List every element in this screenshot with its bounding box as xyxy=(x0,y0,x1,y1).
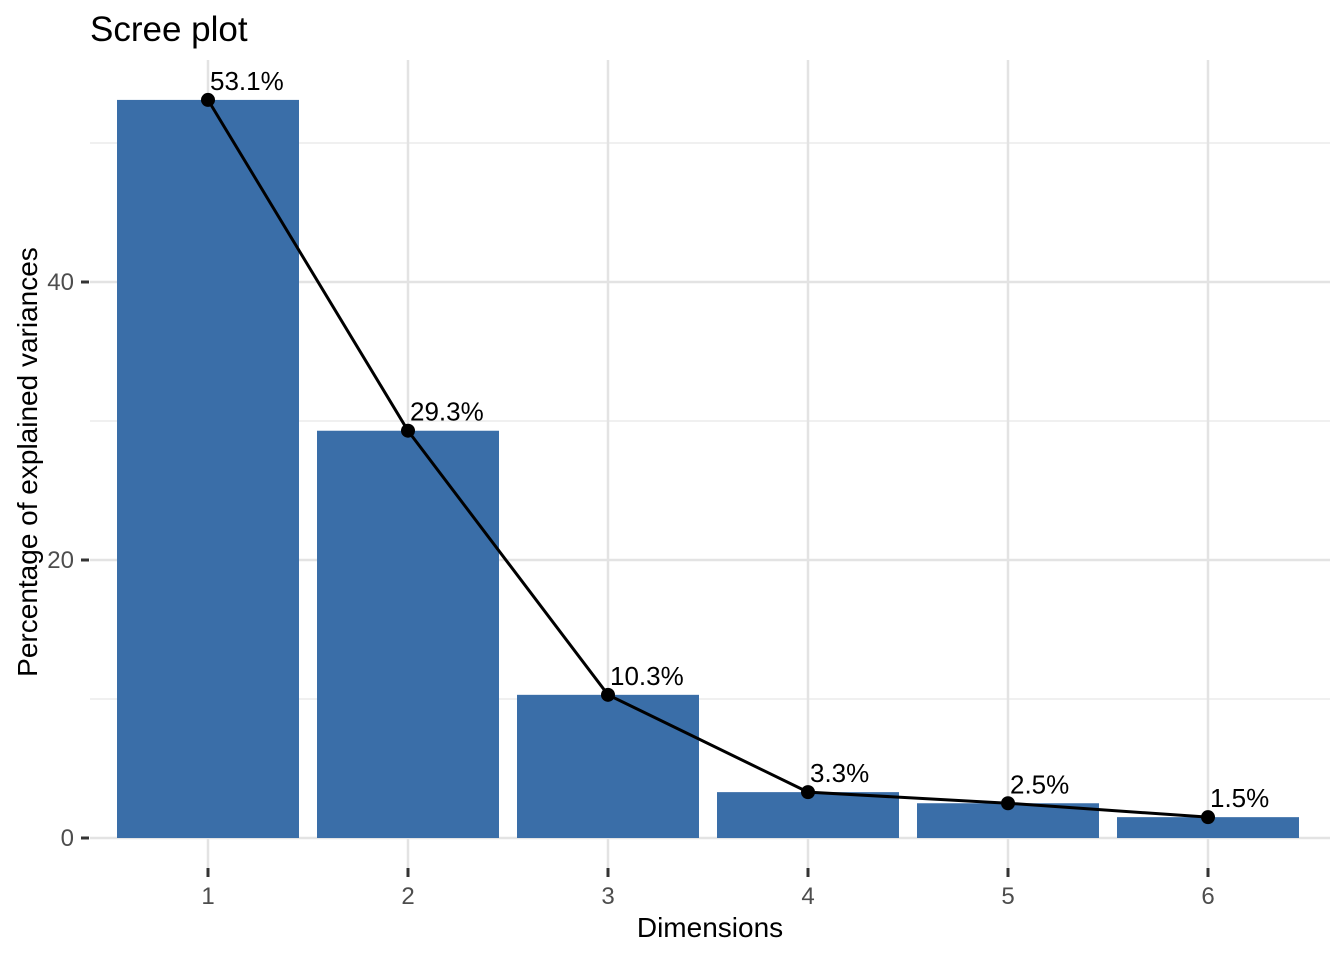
x-tick-label: 3 xyxy=(601,883,614,910)
data-point-label: 1.5% xyxy=(1210,783,1269,813)
y-tick-label: 0 xyxy=(61,825,74,852)
data-point xyxy=(801,785,815,800)
bar xyxy=(517,694,699,838)
bar xyxy=(117,99,299,838)
variance-line xyxy=(206,99,1209,819)
bar xyxy=(717,792,899,838)
x-tick-label: 6 xyxy=(1201,883,1214,910)
data-point-label: 29.3% xyxy=(410,397,484,427)
x-tick-label: 4 xyxy=(801,883,814,910)
x-tick-label: 2 xyxy=(401,883,414,910)
x-tick-label: 1 xyxy=(201,883,214,910)
data-point xyxy=(601,687,615,702)
data-point-label: 53.1% xyxy=(210,66,284,96)
bar xyxy=(317,430,499,838)
data-point xyxy=(401,423,415,438)
data-point-label: 2.5% xyxy=(1010,769,1069,799)
data-point xyxy=(1201,810,1215,825)
x-tick-label: 5 xyxy=(1001,883,1014,910)
data-point-label: 10.3% xyxy=(610,661,684,691)
data-point xyxy=(1001,796,1015,811)
data-point-label: 3.3% xyxy=(810,758,869,788)
bar xyxy=(1117,817,1299,838)
chart-title: Scree plot xyxy=(90,10,248,49)
y-tick-label: 20 xyxy=(47,547,74,574)
y-tick-label: 40 xyxy=(47,269,74,296)
data-point xyxy=(201,92,215,107)
x-axis-title: Dimensions xyxy=(636,912,784,943)
